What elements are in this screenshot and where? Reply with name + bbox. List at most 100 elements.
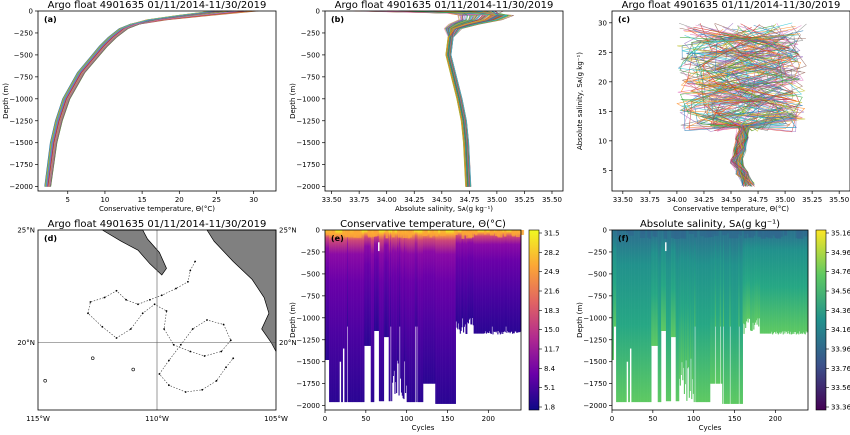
heatmap-column-f [656, 230, 658, 346]
colorbar-label-e: 5.1 [544, 384, 555, 392]
heatmap-column-f [764, 230, 766, 334]
profile-line-a [44, 10, 243, 187]
heatmap-column-e [362, 230, 364, 403]
heatmap-column-e [402, 230, 404, 399]
heatmap-column-e [359, 230, 361, 403]
heatmap-column-f [621, 230, 623, 403]
y-tick-label-c: 25 [598, 49, 607, 57]
heatmap-column-f [745, 230, 747, 328]
colorbar-label-f: 33.76 [831, 365, 850, 373]
heatmap-column-f [803, 230, 805, 333]
colorbar-label-e: 24.9 [544, 268, 560, 276]
heatmap-column-e [425, 230, 427, 384]
y-tick-label-a: −250 [14, 29, 33, 37]
profile-line-b [401, 10, 512, 187]
track-point [215, 379, 218, 382]
colorbar-f [815, 229, 827, 411]
y-tick-label-f: −2000 [583, 402, 607, 410]
y-tick-label-b: 0 [316, 8, 320, 16]
y-tick-label-e: −1250 [296, 336, 320, 344]
heatmap-column-f [697, 230, 699, 403]
y-tick-label-b: −500 [301, 51, 320, 59]
profile-line-a [49, 10, 255, 187]
profile-line-a [47, 10, 218, 187]
profile-line-a [49, 10, 234, 187]
surface-patch-e [432, 230, 435, 235]
heatmap-column-f [652, 230, 654, 346]
heatmap-column-e [467, 230, 470, 324]
track-point [232, 357, 235, 360]
heatmap-column-e [434, 230, 436, 384]
heatmap-column-e [405, 230, 407, 386]
ts-line-c [685, 33, 800, 186]
heatmap-column-f [686, 230, 688, 401]
profile-line-a [50, 10, 241, 187]
surface-patch-f [767, 230, 771, 234]
heatmap-column-f [681, 230, 683, 363]
track-point [89, 301, 92, 303]
heatmap-column-f [772, 230, 774, 335]
profile-line-a [49, 10, 219, 187]
colorbar-label-e: 1.8 [544, 404, 555, 412]
surface-patch-e [392, 230, 395, 238]
heatmap-column-f [722, 230, 724, 404]
heatmap-column-f [737, 230, 739, 404]
heatmap-column-f [796, 230, 798, 334]
heatmap-column-e [446, 230, 448, 404]
x-tick-label-e: 150 [441, 415, 454, 423]
x-tick-label-f: 0 [610, 415, 614, 423]
panel-label-f: (f) [618, 234, 629, 243]
heatmap-column-e [360, 230, 363, 403]
heatmap-column-e [474, 230, 476, 334]
profile-line-a [50, 10, 219, 187]
heatmap-column-e [452, 230, 454, 404]
chart-title-d: Argo float 4901635 01/11/2014-11/30/2019 [48, 219, 267, 230]
heatmap-column-f [654, 230, 656, 346]
x-tick-label-e: 100 [400, 415, 413, 423]
heatmap-column-e [468, 230, 470, 320]
heatmap-column-e [399, 230, 401, 327]
heatmap-column-e [475, 230, 477, 334]
profile-line-a [50, 10, 240, 187]
heatmap-column-f [785, 230, 788, 332]
surface-patch-f [767, 230, 773, 239]
surface-patch-f [776, 230, 782, 239]
heatmap-column-e [498, 230, 501, 333]
heatmap-column-e [403, 230, 405, 400]
heatmap-column-f [696, 230, 699, 403]
heatmap-column-f [702, 230, 704, 403]
heatmap-column-e [343, 230, 345, 403]
heatmap-column-e [325, 230, 327, 360]
profile-line-b [400, 10, 469, 187]
heatmap-column-f [639, 230, 641, 403]
baja-peninsula [101, 229, 167, 276]
heatmap-column-e [407, 230, 409, 403]
heatmap-column-f [704, 230, 706, 403]
heatmap-column-e [389, 230, 391, 402]
profile-line-a [49, 10, 221, 187]
lat-tick-label-left: 25°N [17, 227, 35, 235]
heatmap-column-e [494, 230, 496, 332]
heatmap-column-f [616, 230, 618, 403]
surface-patch-f [743, 230, 748, 239]
heatmap-column-e [346, 230, 348, 403]
heatmap-column-f [647, 230, 649, 403]
heatmap-column-f [778, 230, 780, 334]
heatmap-column-f [643, 230, 645, 403]
surface-patch-f [708, 230, 712, 237]
y-tick-label-b: −1500 [296, 139, 320, 147]
heatmap-column-f [619, 230, 621, 403]
heatmap-column-e [424, 230, 426, 384]
surface-patch-f [688, 230, 694, 234]
heatmap-column-f [716, 230, 718, 384]
heatmap-column-e [441, 230, 443, 404]
x-tick-label-c: 35.25 [802, 196, 822, 204]
ts-line-c [680, 32, 800, 187]
surface-patch-e [497, 230, 503, 238]
heatmap-column-e [334, 230, 336, 403]
y-axis-label-c: Absolute salinity, Sᴀ(g kg⁻¹) [576, 52, 584, 150]
heatmap-column-f [787, 230, 789, 331]
heatmap-column-f [770, 230, 772, 334]
heatmap-column-e [511, 230, 513, 332]
colorbar-label-f: 34.56 [831, 288, 850, 296]
